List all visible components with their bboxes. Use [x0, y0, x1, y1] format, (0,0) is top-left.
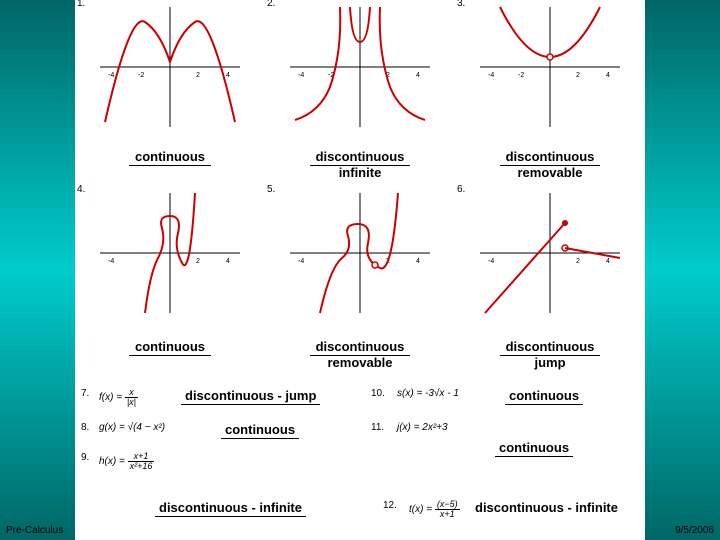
formula-11: j(x) = 2x²+3	[397, 422, 448, 433]
answer-1: continuous	[75, 150, 265, 166]
svg-text:-4: -4	[298, 258, 304, 265]
graph-cell-3: 3. -4 -2 2 4	[455, 0, 645, 132]
formula-number: 10.	[371, 388, 385, 399]
graph-cell-1: 1. -4 -2 2 4	[75, 0, 265, 132]
answer-7: discontinuous - jump	[181, 388, 320, 405]
answer-12: discontinuous - infinite	[475, 500, 618, 515]
answer-6: discontinuousjump	[455, 340, 645, 371]
formula-10: s(x) = -3√x - 1	[397, 388, 459, 399]
formula-number: 11.	[371, 422, 384, 433]
svg-text:-4: -4	[488, 72, 494, 79]
slide-content: 1. -4-224 2. -4-224 3. -4-224	[75, 0, 645, 540]
footer-left: Pre-Calculus	[6, 525, 63, 536]
formula-7: f(x) = x|x|	[99, 388, 138, 407]
answer-3: discontinuousremovable	[455, 150, 645, 181]
formula-number: 12.	[383, 500, 397, 511]
svg-text:-2: -2	[518, 72, 524, 79]
answer-4: continuous	[75, 340, 265, 356]
svg-text:-4: -4	[108, 258, 114, 265]
svg-text:-4: -4	[108, 72, 114, 79]
graph-3: -4 -2 2 4	[470, 2, 630, 132]
graph-number: 6.	[457, 184, 465, 195]
graph-1: -4 -2 2 4	[90, 2, 250, 132]
graph-number: 4.	[77, 184, 85, 195]
graph-4: -4 2 4	[90, 188, 250, 318]
graph-5: -424	[280, 188, 440, 318]
graph-6: -4 2 4	[470, 188, 630, 318]
svg-text:2: 2	[196, 258, 200, 265]
formula-number: 9.	[81, 452, 89, 463]
svg-text:4: 4	[606, 258, 610, 265]
graph-number: 1.	[77, 0, 85, 9]
graph-cell-2: 2. -4-224	[265, 0, 455, 132]
formula-number: 7.	[81, 388, 89, 399]
svg-text:2: 2	[576, 258, 580, 265]
answer-2: discontinuousinfinite	[265, 150, 455, 181]
answer-9: discontinuous - infinite	[155, 500, 306, 517]
graph-cell-6: 6. -4 2 4	[455, 186, 645, 318]
svg-text:4: 4	[226, 258, 230, 265]
answer-5: discontinuousremovable	[265, 340, 455, 371]
graph-row-2: 4. -424 5. -424 6. -424	[75, 186, 645, 341]
graph-number: 2.	[267, 0, 275, 9]
graph-cell-4: 4. -4 2 4	[75, 186, 265, 318]
answer-11: continuous	[495, 440, 573, 457]
svg-text:4: 4	[416, 72, 420, 79]
formula-8: g(x) = √(4 − x²)	[99, 422, 165, 433]
formula-9: h(x) = x+1x²+16	[99, 452, 154, 471]
graph-number: 3.	[457, 0, 465, 9]
answer-8: continuous	[221, 422, 299, 439]
svg-text:4: 4	[416, 258, 420, 265]
svg-text:4: 4	[606, 72, 610, 79]
answer-10: continuous	[505, 388, 583, 405]
svg-text:-2: -2	[138, 72, 144, 79]
graph-number: 5.	[267, 184, 275, 195]
formula-number: 8.	[81, 422, 89, 433]
graph-row-1: 1. -4-224 2. -4-224 3. -4-224	[75, 0, 645, 150]
svg-text:-4: -4	[488, 258, 494, 265]
graph-cell-5: 5. -424	[265, 186, 455, 318]
svg-text:4: 4	[226, 72, 230, 79]
formula-12: t(x) = (x−5)x+1	[409, 500, 460, 519]
graph-2: -4-224	[280, 2, 440, 132]
svg-text:2: 2	[576, 72, 580, 79]
svg-text:2: 2	[196, 72, 200, 79]
footer-right: 9/5/2006	[675, 525, 714, 536]
svg-text:-4: -4	[298, 72, 304, 79]
